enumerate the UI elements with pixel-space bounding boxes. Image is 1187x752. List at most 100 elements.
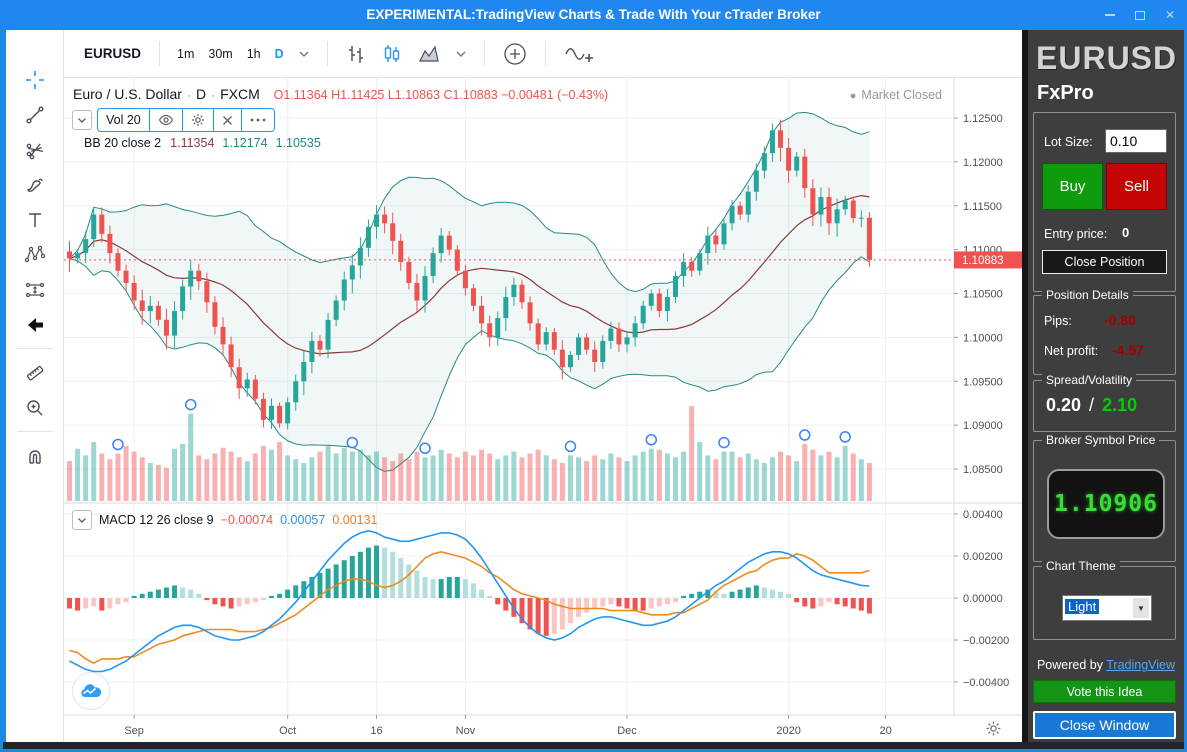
position-details-groupbox: Position Details Pips: -0.80 Net profit:… xyxy=(1033,288,1176,375)
brush-tool-button[interactable] xyxy=(17,167,53,202)
measure-tool-button[interactable] xyxy=(17,355,53,390)
broker-symbol-price-groupbox: Broker Symbol Price 1.10906 xyxy=(1033,433,1176,562)
chart-style-candles-button[interactable] xyxy=(374,39,410,69)
combo-dropdown-button[interactable]: ▼ xyxy=(1133,598,1149,618)
projection-tool-button[interactable] xyxy=(17,272,53,307)
macd-hist-value: −0.00074 xyxy=(220,513,274,527)
pitchfork-tool-button[interactable] xyxy=(17,132,53,167)
projection-icon xyxy=(25,282,44,297)
sell-button[interactable]: Sell xyxy=(1106,163,1167,210)
position-details-title: Position Details xyxy=(1042,288,1133,302)
net-profit-label: Net profit: xyxy=(1044,344,1099,358)
compare-button[interactable] xyxy=(495,37,535,71)
crosshair-tool-button[interactable] xyxy=(17,62,53,97)
bb-basis-value: 1.11354 xyxy=(170,136,215,150)
zoom-in-tool-button[interactable] xyxy=(17,390,53,425)
trade-sidebar: EURUSD FxPro Lot Size: Buy Sell Entry pr… xyxy=(1028,30,1184,742)
magnet-tool-button[interactable] xyxy=(17,438,53,473)
data-provider-logo[interactable] xyxy=(72,672,110,710)
volume-collapse-button[interactable] xyxy=(72,110,92,130)
axis-settings-button[interactable] xyxy=(985,720,1002,737)
interval-daily-button[interactable]: D xyxy=(274,46,284,61)
buy-button[interactable]: Buy xyxy=(1042,163,1103,210)
chart-legend[interactable]: Euro / U.S. Dollar · D · FXCM O1.11364 H1.11… xyxy=(73,86,608,102)
chevron-down-icon xyxy=(456,50,466,57)
titlebar[interactable]: EXPERIMENTAL:TradingView Charts & Trade … xyxy=(0,0,1187,30)
bollinger-bands-layer xyxy=(69,111,870,472)
market-status-dot-icon: ● xyxy=(849,90,857,102)
svg-text:2020: 2020 xyxy=(776,725,800,737)
spread-volatility-groupbox: Spread/Volatility 0.20 / 2.10 xyxy=(1033,373,1176,432)
minimize-icon xyxy=(1105,14,1115,16)
svg-text:0.00400: 0.00400 xyxy=(963,509,1003,521)
pattern-tool-button[interactable] xyxy=(17,237,53,272)
chart-style-area-button[interactable] xyxy=(410,39,448,69)
entry-price-label: Entry price: xyxy=(1044,227,1108,241)
volume-visibility-button[interactable] xyxy=(150,109,183,131)
svg-text:−0.00400: −0.00400 xyxy=(963,677,1009,689)
trend-line-tool-button[interactable] xyxy=(17,97,53,132)
bb-indicator-legend[interactable]: BB 20 close 2 1.11354 1.12174 1.10535 xyxy=(84,136,321,150)
indicator-wave-plus-icon xyxy=(565,47,593,62)
entry-price-value: 0 xyxy=(1122,225,1130,240)
gear-icon xyxy=(986,721,1001,736)
volume-settings-button[interactable] xyxy=(183,109,214,131)
text-tool-button[interactable] xyxy=(17,202,53,237)
panel-divider xyxy=(1022,30,1028,742)
chart-theme-select[interactable]: Light ▼ xyxy=(1062,595,1152,621)
spread-value: 0.20 xyxy=(1046,395,1082,415)
chart-area: 1.12500 1.12000 1.11500 1.11000 1.10500 1.100… xyxy=(64,78,1022,742)
toolbar-separator xyxy=(483,40,485,67)
window-title: EXPERIMENTAL:TradingView Charts & Trade … xyxy=(366,7,821,22)
chart-top-toolbar: EURUSD 1m 30m 1h D xyxy=(64,30,1022,78)
toolbar-separator xyxy=(159,40,161,67)
market-status-label: Market Closed xyxy=(861,88,942,102)
broker-price-value: 1.10906 xyxy=(1054,491,1158,517)
spread-volatility-title: Spread/Volatility xyxy=(1042,373,1137,387)
legend-interval: D xyxy=(195,86,207,102)
interval-30m-button[interactable]: 30m xyxy=(208,46,233,61)
close-position-button[interactable]: Close Position xyxy=(1042,250,1167,274)
net-profit-value: -4.57 xyxy=(1112,342,1144,358)
time-axis[interactable]: Sep Oct 16 Nov Dec 2020 20 xyxy=(124,715,892,737)
macd-indicator-legend[interactable]: MACD 12 26 close 9 −0.00074 0.00057 0.00… xyxy=(72,510,378,530)
eye-icon xyxy=(158,114,173,126)
svg-text:1.10500: 1.10500 xyxy=(963,289,1003,301)
broker-symbol-price-title: Broker Symbol Price xyxy=(1042,433,1160,447)
macd-collapse-button[interactable] xyxy=(72,510,92,530)
tradingview-link[interactable]: TradingView xyxy=(1106,658,1176,672)
chart-canvas[interactable]: 1.125001.120001.115001.110001.105001.100… xyxy=(64,78,1022,742)
price-axis[interactable]: 1.125001.120001.115001.110001.105001.100… xyxy=(954,113,1009,689)
minimize-button[interactable] xyxy=(1103,8,1117,22)
pips-value: -0.80 xyxy=(1104,312,1136,328)
interval-1m-button[interactable]: 1m xyxy=(177,46,195,61)
toolbar-separator xyxy=(16,431,53,432)
close-window-button[interactable]: Close Window xyxy=(1033,711,1176,739)
volume-more-button[interactable] xyxy=(242,109,274,131)
interval-1h-button[interactable]: 1h xyxy=(246,46,261,61)
close-button[interactable]: ✕ xyxy=(1163,8,1177,22)
interval-menu-button[interactable] xyxy=(291,46,317,62)
volume-remove-button[interactable] xyxy=(214,109,242,131)
volume-bars-layer xyxy=(67,398,872,501)
area-chart-icon xyxy=(418,44,439,62)
volume-legend-label[interactable]: Vol 20 xyxy=(98,109,150,131)
chart-style-bars-button[interactable] xyxy=(338,39,374,69)
more-dots-icon xyxy=(250,118,266,122)
maximize-button[interactable] xyxy=(1133,8,1147,22)
xabcd-pattern-icon xyxy=(24,245,45,262)
svg-text:20: 20 xyxy=(879,725,891,737)
vote-idea-button[interactable]: Vote this Idea xyxy=(1033,680,1176,703)
hide-drawings-button[interactable] xyxy=(17,307,53,342)
indicators-button[interactable] xyxy=(556,38,600,70)
chart-style-menu-button[interactable] xyxy=(448,46,474,62)
legend-exchange: FXCM xyxy=(220,86,260,102)
svg-text:Nov: Nov xyxy=(456,725,476,737)
svg-text:1.10000: 1.10000 xyxy=(963,332,1003,344)
lot-size-input[interactable] xyxy=(1105,129,1167,153)
crosshair-icon xyxy=(25,70,44,89)
symbol-search-button[interactable]: EURUSD xyxy=(84,46,142,61)
sidebar-broker: FxPro xyxy=(1037,82,1094,104)
ruler-icon xyxy=(26,365,43,381)
volume-indicator-toolbar: Vol 20 xyxy=(97,108,275,132)
